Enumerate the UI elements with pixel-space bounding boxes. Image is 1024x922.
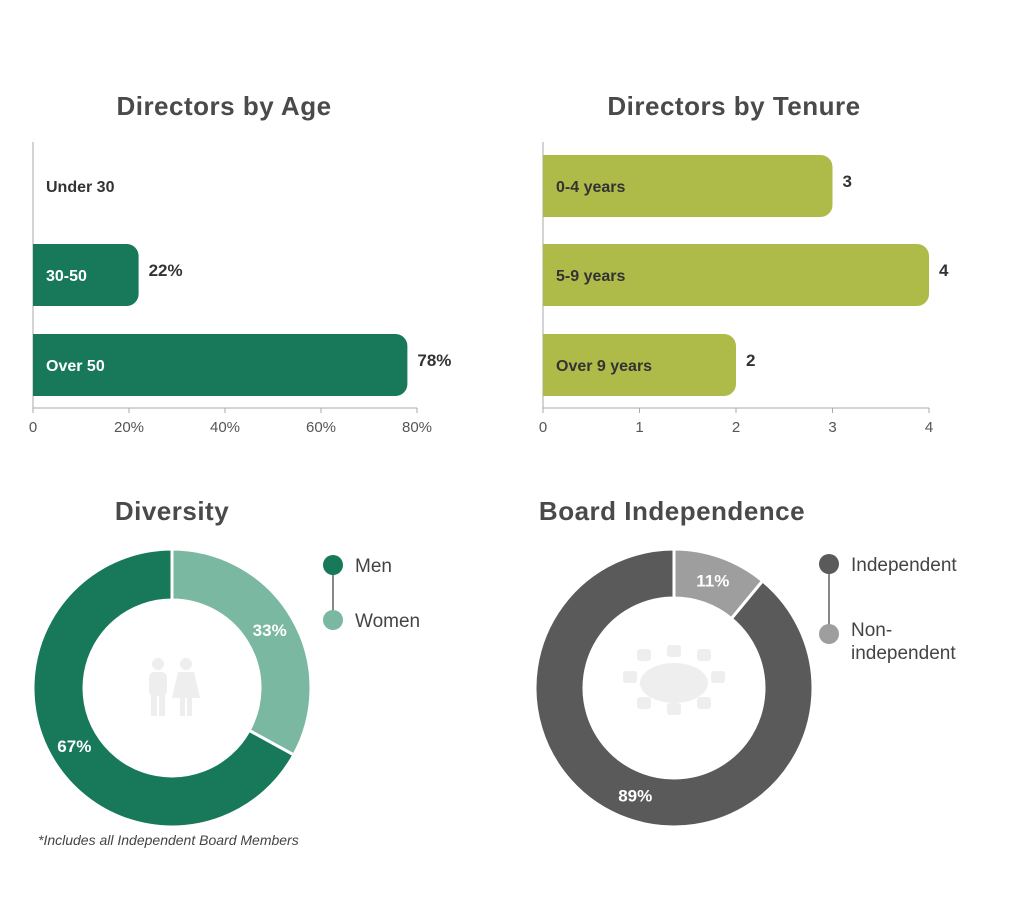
bar-over-50 (33, 334, 408, 396)
x-tick-label: 1 (635, 419, 643, 436)
donut-chart-diversity: Diversity 33% 67% Men Women (31, 496, 420, 829)
chart-title: Board Independence (539, 496, 805, 526)
bar-chart-directors-by-age: Directors by Age 0 20% 40% 60% 80% Under 30 30-… (29, 91, 452, 436)
legend-label: Independent (851, 555, 957, 576)
bar-5-9-years (543, 244, 929, 306)
x-tick-label: 60% (306, 419, 336, 436)
bar-category-label: Over 50 (46, 358, 105, 375)
x-tick-label: 0 (29, 419, 37, 436)
bar-category-label: 30-50 (46, 268, 87, 285)
bar-category-label: Under 30 (46, 179, 115, 196)
bar-over-9-years (543, 334, 736, 396)
legend-swatch-women (323, 610, 343, 630)
bar-category-label: 0-4 years (556, 179, 625, 196)
slice-value-label: 67% (57, 737, 91, 756)
legend-swatch-independent (819, 554, 839, 574)
boardroom-table-icon (623, 645, 725, 715)
legend: Independent Non-independent (819, 554, 957, 664)
x-tick-label: 0 (539, 419, 547, 436)
legend-swatch-men (323, 555, 343, 575)
bar-value-label: 3 (843, 172, 852, 191)
x-tick-label: 80% (402, 419, 432, 436)
bar-category-label: 5-9 years (556, 268, 625, 285)
bar-value-label: 2 (746, 351, 755, 370)
x-tick-label: 4 (925, 419, 933, 436)
donut-slice-independent (533, 547, 815, 829)
slice-value-label: 33% (253, 621, 287, 640)
bar-value-label: 4 (939, 261, 949, 280)
slice-value-label: 11% (696, 571, 729, 590)
x-tick-label: 40% (210, 419, 240, 436)
slice-value-label: 89% (618, 787, 652, 806)
bar-30-50 (33, 244, 139, 306)
chart-title: Directors by Age (116, 91, 331, 121)
x-tick-label: 20% (114, 419, 144, 436)
donut-slice-women (170, 547, 313, 758)
x-tick-label: 3 (828, 419, 836, 436)
donut-chart-board-independence: Board Independence 11% 89% Independent Non-i… (533, 496, 957, 829)
legend: Men Women (323, 555, 420, 632)
legend-label: Women (355, 611, 420, 632)
bar-0-4-years (543, 155, 833, 217)
chart-title: Diversity (115, 496, 229, 526)
bar-chart-directors-by-tenure: Directors by Tenure 0 1 2 3 4 0-4 years 3 5-9 ye… (539, 91, 949, 436)
bar-value-label: 78% (417, 351, 451, 370)
footnote: *Includes all Independent Board Members (38, 832, 299, 848)
chart-title: Directors by Tenure (607, 91, 860, 121)
people-icon (149, 658, 200, 716)
bar-category-label: Over 9 years (556, 358, 652, 375)
donut-slice-men (31, 547, 296, 829)
legend-swatch-non-independent (819, 624, 839, 644)
legend-label: Non-independent (851, 620, 956, 664)
bar-value-label: 22% (149, 261, 183, 280)
legend-label: Men (355, 556, 392, 577)
x-tick-label: 2 (732, 419, 740, 436)
